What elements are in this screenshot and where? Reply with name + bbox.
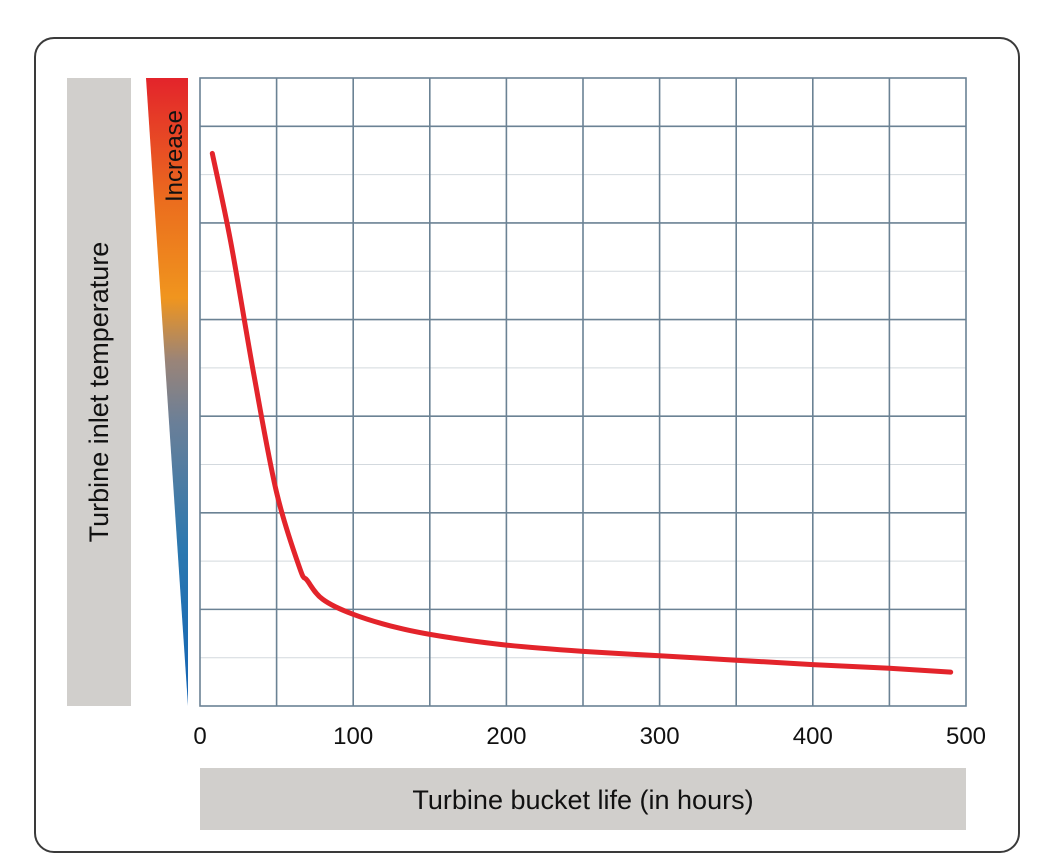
x-tick-label: 0	[193, 723, 206, 750]
temperature-increase-wedge	[146, 78, 188, 706]
x-tick-label: 500	[946, 723, 986, 750]
x-axis-title-box	[200, 768, 966, 830]
x-tick-label: 200	[486, 723, 526, 750]
x-tick-label: 300	[640, 723, 680, 750]
major-gridlines	[200, 78, 966, 706]
plot-border	[199, 77, 967, 707]
data-line	[209, 150, 954, 675]
x-tick-label: 100	[333, 723, 373, 750]
x-tick-labels: 0 100 200 300 400 500	[193, 723, 986, 750]
x-axis-title: Turbine bucket life (in hours)	[412, 785, 753, 815]
increase-label: Increase	[161, 110, 188, 202]
chart-frame	[34, 37, 1020, 853]
x-tick-label: 400	[793, 723, 833, 750]
y-axis-title: Turbine inlet temperature	[84, 242, 114, 543]
y-axis-title-box	[67, 78, 131, 706]
